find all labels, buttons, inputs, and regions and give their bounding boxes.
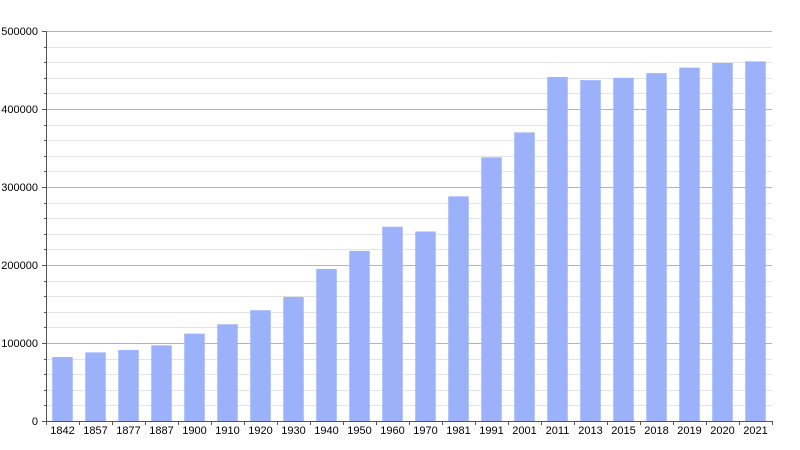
x-tick-label: 1960: [380, 425, 404, 437]
x-tick-label: 2018: [644, 425, 668, 437]
y-tick-label: 400000: [1, 104, 38, 116]
x-tick-label: 2020: [710, 425, 734, 437]
bar-2011: [547, 77, 568, 422]
x-tick-label: 1887: [149, 425, 173, 437]
y-tick-label: 500000: [1, 26, 38, 38]
x-tick-label: 1930: [281, 425, 305, 437]
x-tick-label: 2011: [546, 425, 570, 437]
x-tick-label: 1842: [50, 425, 74, 437]
bar-2013: [580, 80, 601, 421]
bar-1981: [448, 196, 469, 421]
bars: [52, 61, 766, 422]
y-tick-labels: 0 100000 200000 300000 400000 500000: [1, 26, 38, 428]
bar-1960: [382, 226, 403, 421]
x-tick-label: 2015: [611, 425, 635, 437]
x-tick-label: 1950: [347, 425, 371, 437]
bar-1930: [283, 296, 304, 421]
bar-1991: [481, 157, 502, 422]
y-tick-label: 0: [32, 416, 38, 428]
x-tick-label: 1970: [413, 425, 437, 437]
bar-1857: [85, 352, 106, 421]
bar-2001: [514, 132, 535, 421]
bar-2019: [679, 67, 700, 421]
x-tick-label: 1857: [83, 425, 107, 437]
x-tick-label: 1910: [215, 425, 239, 437]
axes: [42, 31, 773, 425]
bar-2018: [646, 73, 667, 422]
y-tick-label: 200000: [1, 260, 38, 272]
x-tick-label: 2021: [743, 425, 767, 437]
x-tick-label: 1981: [446, 425, 470, 437]
bar-1970: [415, 231, 436, 421]
x-tick-label: 2019: [677, 425, 701, 437]
x-tick-label: 1991: [479, 425, 503, 437]
bar-1877: [118, 350, 139, 421]
bar-1887: [151, 345, 172, 421]
x-tick-labels: 1842 1857 1877 1887 1900 1910 1920 1930 1940 1950…: [50, 425, 767, 437]
x-tick-label: 1900: [182, 425, 206, 437]
x-tick-label: 2013: [578, 425, 602, 437]
bar-2021: [745, 61, 766, 422]
bar-1842: [52, 357, 73, 421]
x-tick-label: 1940: [314, 425, 338, 437]
bar-1900: [184, 333, 205, 421]
bar-1910: [217, 324, 238, 421]
y-tick-label: 300000: [1, 182, 38, 194]
bar-1940: [316, 268, 337, 421]
bar-2020: [712, 62, 733, 421]
x-tick-label: 1877: [116, 425, 140, 437]
bar-1920: [250, 310, 271, 421]
bar-1950: [349, 250, 370, 421]
bar-2015: [613, 77, 634, 422]
y-tick-label: 100000: [1, 338, 38, 350]
x-tick-label: 2001: [512, 425, 536, 437]
x-tick-label: 1920: [248, 425, 272, 437]
